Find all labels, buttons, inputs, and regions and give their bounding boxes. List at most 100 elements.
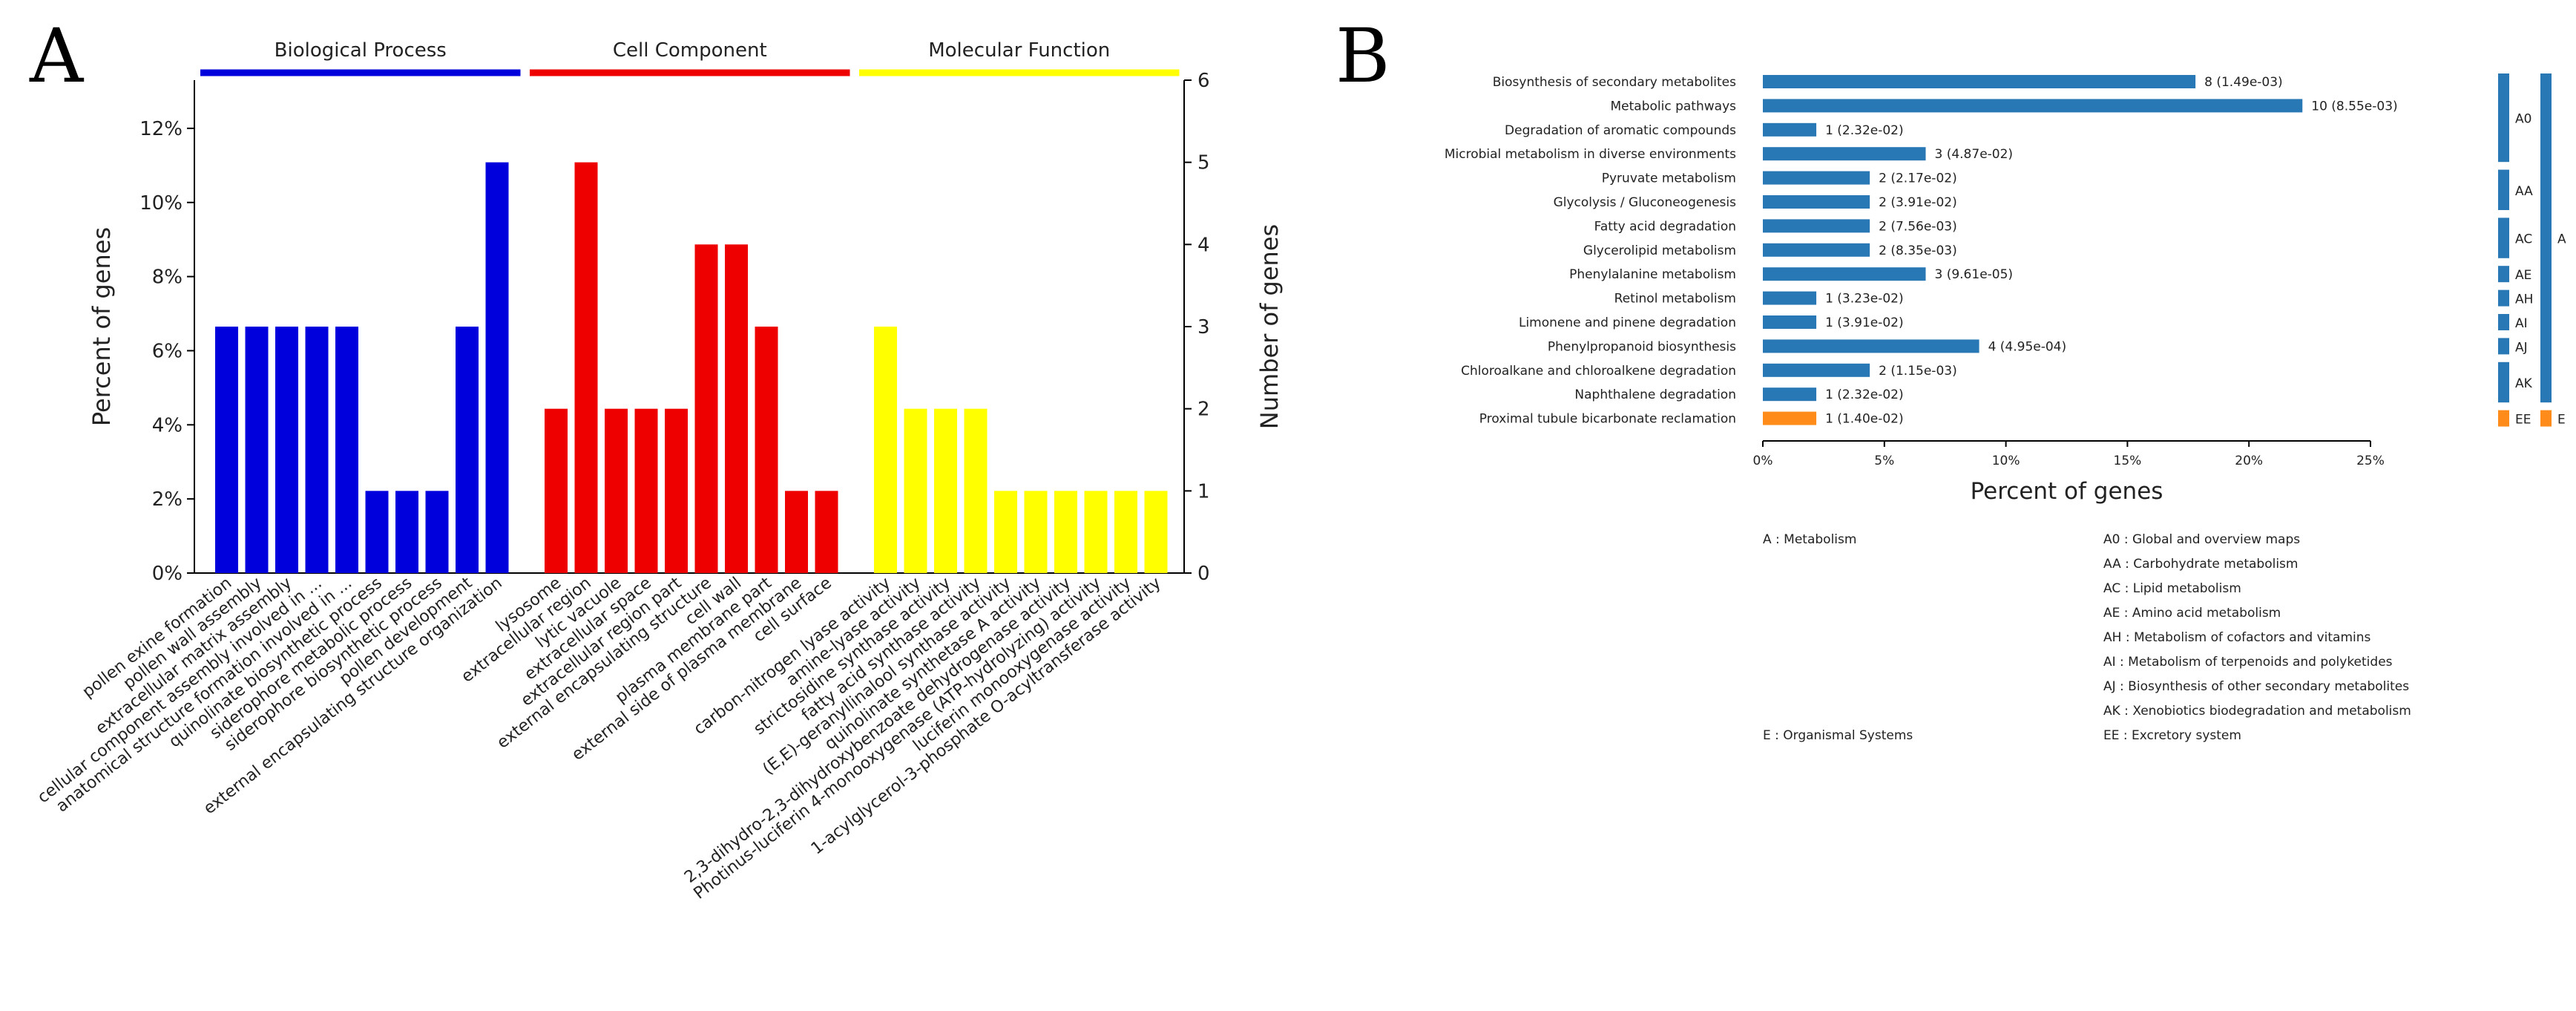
subclass-label: AH — [2515, 292, 2533, 307]
bar — [785, 491, 808, 573]
pathway-label: Fatty acid degradation — [1594, 219, 1736, 234]
bar — [305, 327, 329, 573]
subclass-bracket — [2498, 169, 2509, 210]
bar — [335, 327, 358, 573]
class-bracket — [2540, 410, 2552, 427]
class-label: A — [2557, 232, 2566, 247]
bar — [904, 408, 927, 573]
bar — [245, 327, 269, 573]
bar-value-label: 2 (2.17e-02) — [1879, 171, 1957, 186]
y2-tick-label: 3 — [1197, 316, 1210, 338]
subclass-label: AA — [2515, 184, 2533, 199]
bar — [1763, 243, 1870, 257]
pathway-label: Glycolysis / Gluconeogenesis — [1554, 195, 1737, 210]
bar — [725, 244, 748, 573]
y-tick-label: 0% — [152, 563, 183, 585]
x-tick-label: 25% — [2356, 454, 2385, 468]
y-tick-label: 6% — [152, 340, 183, 362]
bar — [755, 327, 778, 573]
bar — [1024, 491, 1048, 573]
pathway-label: Phenylalanine metabolism — [1569, 267, 1736, 282]
bar — [1054, 491, 1077, 573]
bar — [1763, 315, 1817, 329]
group-title: Molecular Function — [928, 39, 1110, 62]
bar — [365, 491, 389, 573]
panel-label-a: A — [29, 13, 85, 99]
bar-value-label: 2 (3.91e-02) — [1879, 195, 1957, 210]
y2-tick-label: 4 — [1197, 234, 1210, 256]
bar — [1763, 171, 1870, 185]
legend-subclass: EE : Excretory system — [2103, 728, 2241, 743]
legend-subclass: AE : Amino acid metabolism — [2103, 606, 2281, 621]
subclass-label: AI — [2515, 316, 2528, 331]
legend-subclass: AJ : Biosynthesis of other secondary met… — [2103, 679, 2409, 694]
x-tick-label: 15% — [2114, 454, 2142, 468]
bar — [1763, 75, 2196, 88]
y2-tick-label: 0 — [1197, 563, 1210, 585]
subclass-bracket — [2498, 338, 2509, 355]
subclass-label: AE — [2515, 268, 2531, 283]
bar-value-label: 10 (8.55e-03) — [2311, 99, 2397, 114]
y2-tick-label: 6 — [1197, 70, 1210, 92]
pathway-label: Limonene and pinene degradation — [1519, 315, 1736, 330]
legend-subclass: A0 : Global and overview maps — [2103, 532, 2300, 547]
bar — [1763, 387, 1817, 402]
group-title: Biological Process — [275, 39, 447, 62]
bar — [605, 408, 628, 573]
bar — [545, 408, 568, 573]
bar-value-label: 1 (3.23e-02) — [1825, 292, 1904, 307]
x-tick-label: 10% — [1992, 454, 2020, 468]
bar — [874, 327, 897, 573]
group-title: Cell Component — [613, 39, 767, 62]
legend-subclass: AC : Lipid metabolism — [2103, 581, 2241, 596]
bar-value-label: 8 (1.49e-03) — [2204, 75, 2283, 90]
y2-axis-title: Number of genes — [1255, 224, 1284, 429]
pathway-label: Degradation of aromatic compounds — [1505, 123, 1736, 138]
subclass-bracket — [2498, 314, 2509, 330]
bar-value-label: 1 (3.91e-02) — [1825, 315, 1904, 330]
subclass-label: AJ — [2515, 340, 2528, 355]
subclass-bracket — [2498, 361, 2509, 403]
bar — [1763, 195, 1870, 209]
bar-value-label: 2 (7.56e-03) — [1879, 219, 1957, 234]
panel-label-b: B — [1335, 13, 1390, 99]
x-tick-label: 5% — [1874, 454, 1894, 468]
bar-value-label: 4 (4.95e-04) — [1988, 339, 2067, 354]
y2-tick-label: 5 — [1197, 152, 1210, 174]
bar-value-label: 3 (4.87e-02) — [1934, 147, 2013, 162]
y2-tick-label: 1 — [1197, 480, 1210, 503]
bar — [994, 491, 1017, 573]
class-label: E — [2557, 413, 2566, 428]
subclass-bracket — [2498, 289, 2509, 307]
bar-value-label: 2 (1.15e-03) — [1879, 364, 1957, 379]
subclass-label: A0 — [2515, 112, 2531, 127]
class-bracket — [2540, 73, 2552, 403]
legend-subclass: AK : Xenobiotics biodegradation and meta… — [2103, 704, 2411, 719]
pathway-label: Glycerolipid metabolism — [1583, 243, 1736, 258]
bar — [1763, 339, 1979, 353]
bar — [934, 408, 957, 573]
bar — [1763, 267, 1926, 281]
bar — [456, 327, 479, 573]
subclass-bracket — [2498, 217, 2509, 258]
legend-subclass: AI : Metabolism of terpenoids and polyke… — [2103, 655, 2393, 670]
y-tick-label: 2% — [152, 488, 183, 511]
bar — [665, 408, 688, 573]
subclass-label: AC — [2515, 232, 2532, 247]
legend-class: E : Organismal Systems — [1763, 728, 1913, 743]
y-tick-label: 8% — [152, 266, 183, 289]
y-tick-label: 4% — [152, 414, 183, 436]
bar-value-label: 1 (2.32e-02) — [1825, 123, 1904, 138]
subclass-label: AK — [2515, 376, 2533, 391]
subclass-label: EE — [2515, 413, 2531, 428]
subclass-bracket — [2498, 266, 2509, 283]
y2-tick-label: 2 — [1197, 399, 1210, 421]
go-bar-chart: 0% 2% 4% 6% 8% 10% 12% 0 1 2 3 4 5 6 Percent of genes N… — [34, 39, 1284, 903]
bar-value-label: 1 (1.40e-02) — [1825, 412, 1904, 427]
subclass-bracket — [2498, 73, 2509, 163]
legend-class: A : Metabolism — [1763, 532, 1856, 547]
x-tick-label: 20% — [2235, 454, 2263, 468]
pathway-label: Microbial metabolism in diverse environm… — [1445, 147, 1736, 162]
bar — [1763, 291, 1817, 305]
